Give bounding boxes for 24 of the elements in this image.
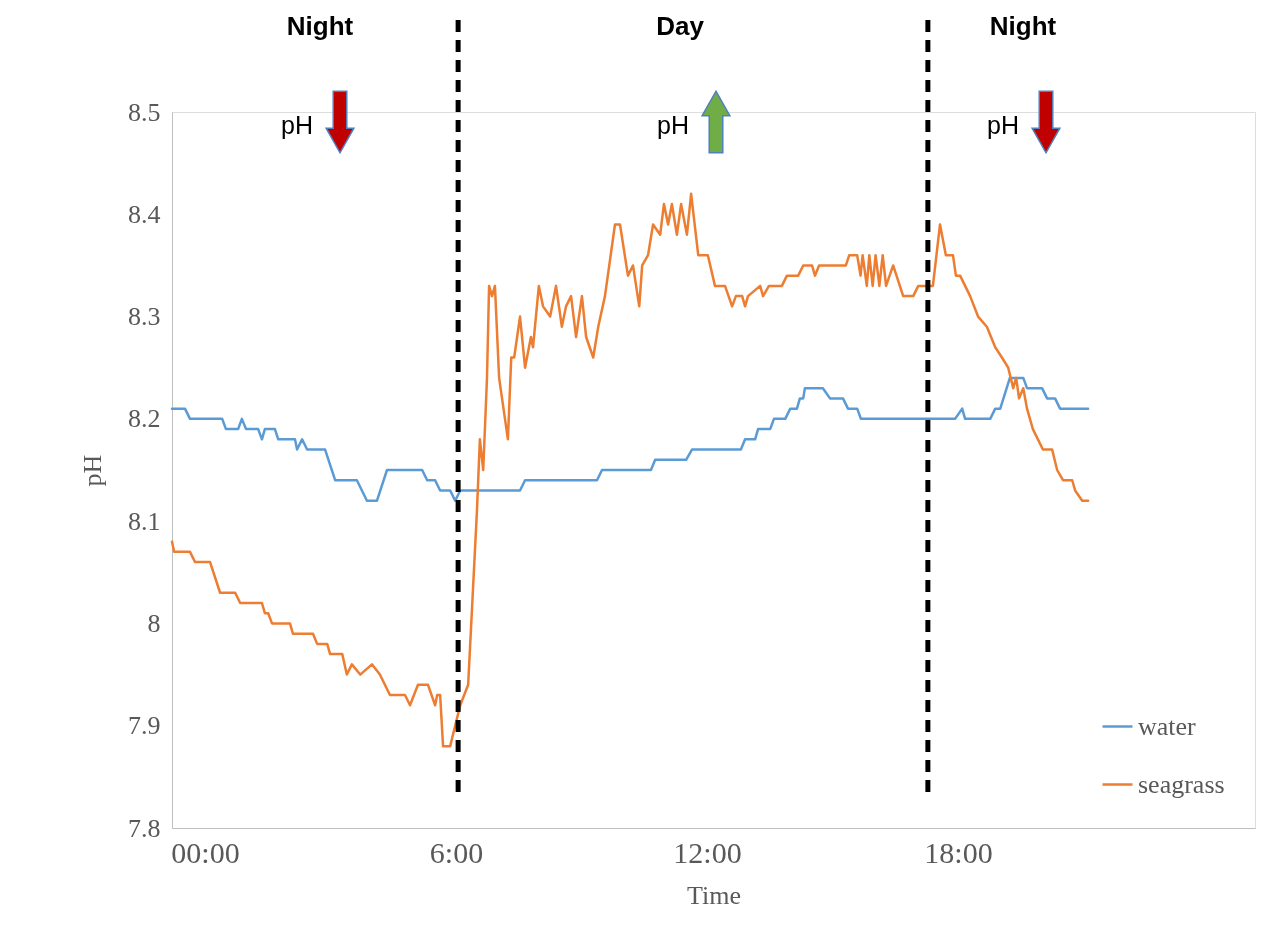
annotation: pH <box>281 111 313 139</box>
text: Day <box>656 11 705 41</box>
legend-label: water <box>1138 711 1197 741</box>
x-tick-label: 12:00 <box>673 835 742 869</box>
y-tick-label: 7.8 <box>128 813 161 843</box>
y-tick-label: 8.2 <box>128 404 161 434</box>
y-axis-title: pH <box>78 454 107 487</box>
annotation: pH <box>987 111 1019 139</box>
y-tick-label: 8.1 <box>128 506 161 536</box>
text: Night <box>989 11 1057 41</box>
line-series <box>170 376 1090 502</box>
line-series <box>170 192 1090 748</box>
y-tick-label: 8.3 <box>128 302 161 332</box>
text: Night <box>286 11 354 41</box>
y-tick-label: 8 <box>147 608 161 638</box>
y-tick-label: 8.5 <box>128 97 161 127</box>
annotation: pH <box>657 111 689 139</box>
x-tick-label: 00:00 <box>171 835 240 869</box>
legend-label: seagrass <box>1138 769 1225 799</box>
x-axis-title: Time <box>687 880 741 910</box>
y-tick-label: 8.4 <box>128 199 161 229</box>
x-tick-label: 6:00 <box>429 835 484 869</box>
y-tick-label: 7.9 <box>128 711 161 741</box>
x-tick-label: 18:00 <box>924 835 993 869</box>
